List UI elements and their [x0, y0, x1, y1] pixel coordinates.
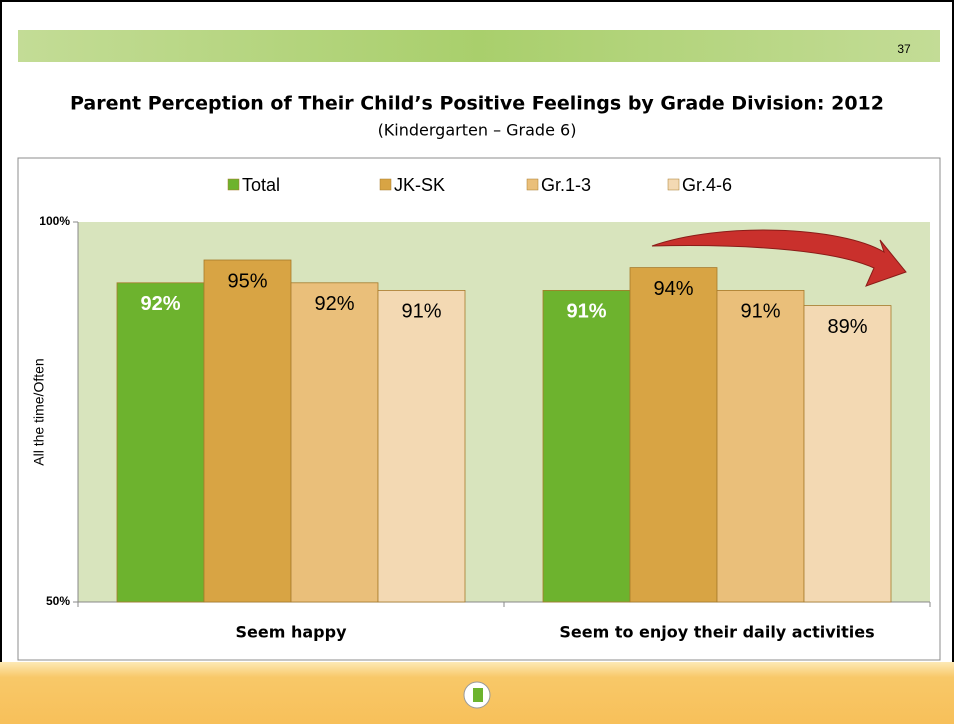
bar [378, 290, 465, 602]
legend-label: Gr.4-6 [682, 175, 732, 195]
x-tick-label: Seem to enjoy their daily activities [559, 623, 874, 642]
logo [464, 682, 490, 708]
value-label: 91% [401, 301, 441, 323]
legend-swatch [668, 179, 679, 190]
header-band [18, 30, 940, 62]
value-label: 91% [740, 301, 780, 323]
bar [717, 290, 804, 602]
legend-label: JK-SK [394, 175, 445, 195]
value-label: 94% [653, 278, 693, 300]
bar [804, 306, 891, 602]
legend-swatch [527, 179, 538, 190]
legend-label: Total [242, 175, 280, 195]
page: {"slide_number": "37", "chart_data": {"t… [0, 0, 954, 724]
legend-swatch [228, 179, 239, 190]
value-label: 92% [314, 293, 354, 315]
bar [204, 260, 291, 602]
legend-label: Gr.1-3 [541, 175, 591, 195]
bar [543, 290, 630, 602]
chart-subtitle: (Kindergarten – Grade 6) [378, 121, 577, 140]
bar [630, 268, 717, 602]
chart-title: Parent Perception of Their Child’s Posit… [70, 93, 884, 115]
x-tick-label: Seem happy [236, 623, 348, 642]
value-label: 95% [227, 270, 267, 292]
y-tick-label: 100% [39, 214, 70, 228]
bar [291, 283, 378, 602]
value-label: 89% [827, 316, 867, 338]
legend-swatch [380, 179, 391, 190]
y-axis-label: All the time/Often [31, 358, 47, 465]
slide-number: 37 [897, 42, 911, 56]
y-tick-label: 50% [46, 594, 70, 608]
value-label: 91% [566, 301, 606, 323]
slide: 37 Parent Perception of Their Child’s Po… [0, 0, 954, 724]
bar [117, 283, 204, 602]
value-label: 92% [140, 293, 180, 315]
